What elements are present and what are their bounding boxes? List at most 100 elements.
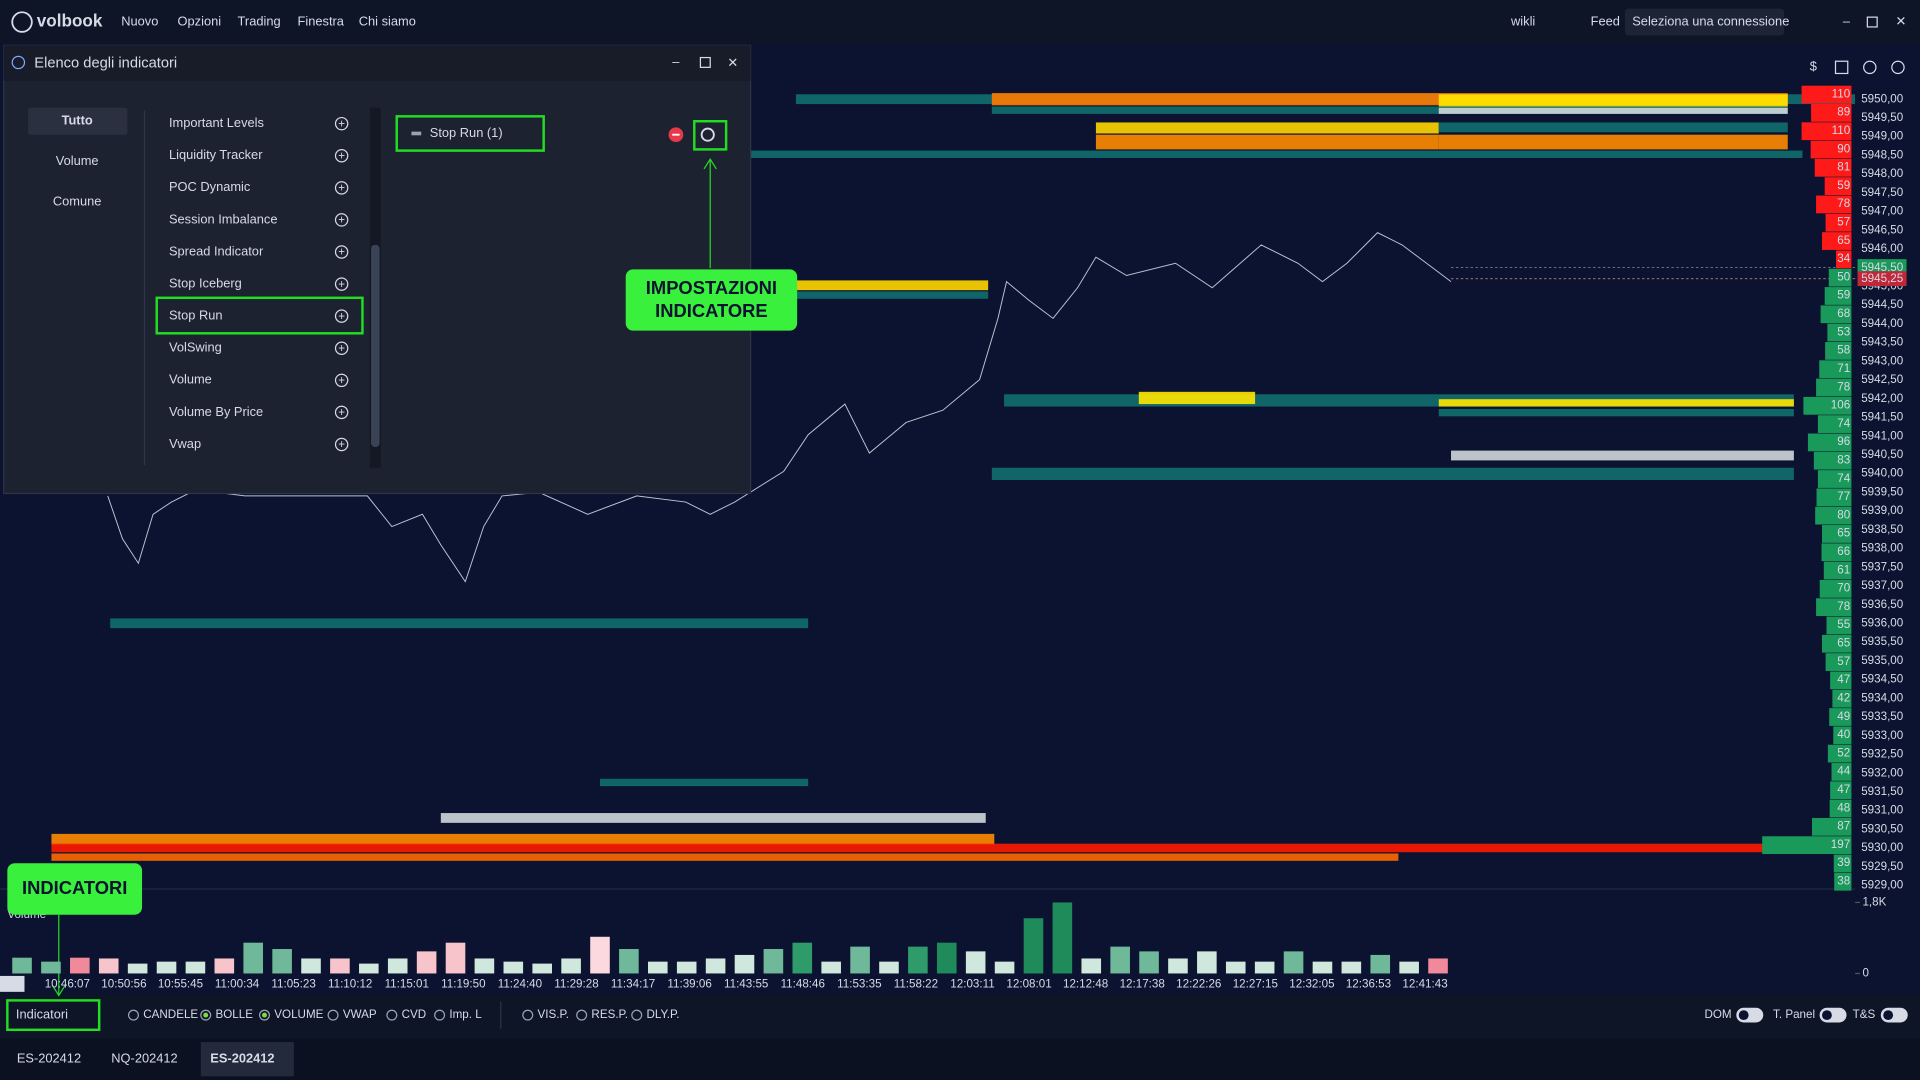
eraser-icon[interactable] (1834, 60, 1849, 75)
indicator-name[interactable]: Volume By Price (169, 404, 263, 419)
maximize[interactable] (1866, 16, 1878, 28)
volume-bar (1428, 958, 1448, 974)
time-label: 11:39:06 (667, 978, 711, 991)
add-icon: + (338, 374, 345, 387)
currency-icon[interactable]: $ (1810, 59, 1817, 74)
menu-item[interactable]: Chi siamo (359, 13, 416, 28)
add-icon: + (338, 438, 345, 451)
profile-value: 40 (1837, 728, 1850, 741)
feed[interactable]: Feed (1591, 13, 1620, 28)
radio[interactable] (522, 1009, 534, 1021)
time-label: 12:36:53 (1346, 978, 1391, 991)
volume-bar (734, 954, 755, 974)
add-button[interactable] (334, 437, 349, 452)
dialog-minimize[interactable]: – (672, 54, 680, 69)
add-button[interactable] (334, 181, 349, 195)
profile-value: 77 (1837, 490, 1850, 503)
add-button[interactable] (334, 341, 349, 355)
add-button[interactable] (334, 277, 349, 291)
volume-bar (1081, 958, 1102, 974)
indicator-name[interactable]: Spread Indicator (169, 243, 264, 258)
profile-value: 50 (1837, 270, 1850, 283)
indicator-name[interactable]: Stop Run (169, 308, 223, 323)
time-label: 12:08:01 (1006, 978, 1051, 991)
radio[interactable] (258, 1009, 270, 1021)
add-button[interactable] (334, 373, 349, 388)
radio[interactable] (200, 1009, 212, 1021)
tab-label[interactable]: ES-202412 (17, 1051, 81, 1066)
arrow-head (703, 158, 717, 170)
radio[interactable] (434, 1009, 446, 1021)
settings-icon[interactable] (1891, 60, 1905, 75)
profile-bar (1833, 726, 1852, 745)
profile-bar (1813, 451, 1852, 470)
user-menu[interactable]: wikli (1510, 13, 1535, 28)
price-label: 5940,00 (1861, 467, 1904, 480)
profile-bar (1821, 543, 1852, 562)
tab-label[interactable]: ES-202412 (210, 1051, 274, 1066)
menu-item[interactable]: Finestra (298, 13, 345, 28)
add-button[interactable] (334, 309, 349, 323)
price-label: 5946,50 (1861, 223, 1904, 236)
add-button[interactable] (334, 116, 349, 131)
time-label: 10:46:07 (45, 978, 90, 991)
indicator-name[interactable]: POC Dynamic (169, 179, 251, 194)
indicator-name[interactable]: VolSwing (169, 340, 222, 355)
price-label: 5934,50 (1861, 673, 1904, 686)
close[interactable]: ✕ (1896, 13, 1907, 28)
indicator-name[interactable]: Vwap (169, 436, 201, 451)
toggle-knob (1738, 1010, 1749, 1020)
profile-value: 65 (1837, 637, 1850, 650)
connection-select[interactable] (1624, 8, 1785, 36)
minimize[interactable]: – (1843, 13, 1851, 28)
add-icon: + (338, 117, 345, 130)
active-indicator-label: Stop Run (1) (430, 125, 503, 140)
selected-indicator[interactable] (155, 296, 364, 335)
time-label: 10:50:56 (101, 978, 146, 991)
target-icon[interactable] (1863, 60, 1877, 75)
radio[interactable] (327, 1009, 339, 1021)
add-button[interactable] (334, 245, 349, 259)
settings-button[interactable] (693, 120, 728, 151)
menu-item[interactable]: Opzioni (178, 13, 222, 28)
profile-bar (1821, 232, 1852, 250)
volume-bar (387, 958, 408, 974)
price-label: 5943,50 (1861, 336, 1904, 349)
radio[interactable] (127, 1009, 139, 1021)
dialog-tab[interactable]: Comune (53, 193, 102, 208)
profile-bar (1826, 616, 1852, 635)
dialog-tab[interactable]: Volume (56, 153, 99, 168)
profile-bar (1819, 579, 1852, 598)
radio[interactable] (386, 1009, 398, 1021)
dialog-tab[interactable]: Tutto (62, 113, 93, 128)
volume-bar (445, 942, 466, 974)
price-label: 5937,00 (1861, 579, 1904, 592)
radio[interactable] (631, 1009, 643, 1021)
dialog-close[interactable]: ✕ (727, 55, 738, 70)
dialog-maximize[interactable] (699, 56, 711, 68)
tab-label[interactable]: NQ-202412 (111, 1051, 177, 1066)
add-button[interactable] (334, 405, 349, 420)
scrollbar-thumb[interactable] (371, 244, 380, 447)
indicators-button[interactable] (6, 999, 101, 1032)
indicator-name[interactable]: Important Levels (169, 115, 264, 130)
indicator-name[interactable]: Liquidity Tracker (169, 147, 263, 162)
volume-bar (474, 958, 495, 974)
indicator-name[interactable]: Stop Iceberg (169, 275, 242, 290)
dialog-icon (11, 55, 26, 70)
profile-bar (1810, 140, 1852, 159)
price-path (107, 232, 1452, 583)
add-button[interactable] (334, 213, 349, 227)
volume-bar (590, 936, 610, 974)
tab-bar (0, 1038, 1920, 1080)
menu-item[interactable]: Nuovo (121, 13, 158, 28)
profile-value: 57 (1837, 655, 1850, 668)
indicator-name[interactable]: Session Imbalance (169, 211, 278, 226)
radio[interactable] (576, 1009, 588, 1021)
add-button[interactable] (334, 149, 349, 163)
profile-value: 58 (1837, 344, 1850, 357)
heat-cell (1095, 134, 1439, 150)
profile-value: 81 (1837, 161, 1850, 174)
indicator-name[interactable]: Volume (169, 372, 212, 387)
menu-item[interactable]: Trading (238, 13, 281, 28)
